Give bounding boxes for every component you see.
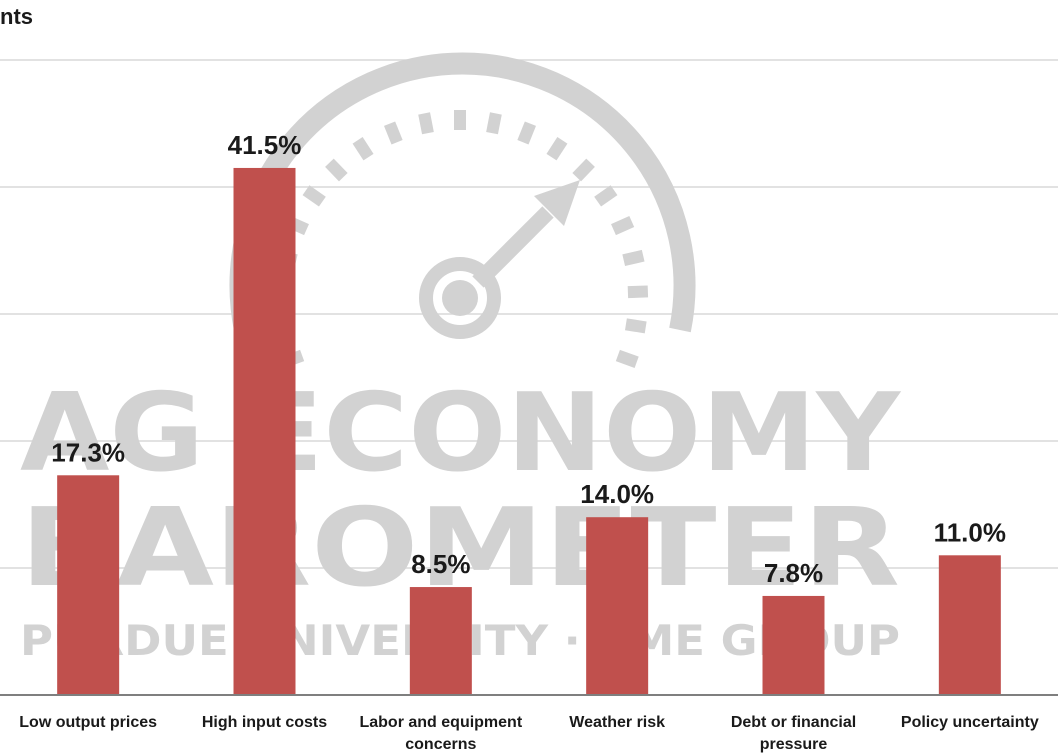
chart-title: nts: [0, 4, 33, 29]
bar: [233, 167, 296, 695]
watermark-tick: [594, 185, 618, 207]
watermark-tick: [624, 318, 647, 334]
watermark-tick: [486, 112, 502, 135]
value-label: 17.3%: [51, 437, 125, 467]
x-tick-label: Debt or financial: [731, 714, 856, 731]
value-label: 41.5%: [228, 130, 302, 160]
value-label: 14.0%: [580, 479, 654, 509]
x-tick-label: Policy uncertainty: [901, 714, 1039, 731]
watermark-tick: [627, 285, 649, 299]
gridlines: [0, 59, 1058, 569]
watermark-tick: [302, 185, 326, 207]
watermark-tick: [418, 112, 434, 135]
bar: [57, 475, 120, 695]
watermark-tick: [546, 137, 568, 161]
value-label: 8.5%: [411, 549, 470, 579]
watermark-gauge-ticks: [271, 110, 649, 368]
watermark-line1: AG ECONOMY: [20, 371, 902, 496]
watermark-tick: [622, 249, 645, 267]
x-tick-label: Low output prices: [19, 714, 157, 731]
x-tick-label: pressure: [760, 736, 828, 753]
watermark-gauge-hub: [419, 257, 501, 339]
x-tick-label: Labor and equipment: [359, 714, 522, 731]
watermark-tick: [517, 121, 536, 145]
watermark-tick: [615, 349, 639, 368]
bar: [409, 587, 472, 695]
watermark-tick: [352, 137, 374, 161]
watermark-tick: [384, 121, 403, 145]
bar: [762, 595, 825, 695]
x-tick-label: High input costs: [202, 714, 327, 731]
bar: [586, 517, 649, 695]
watermark-tick: [572, 158, 595, 182]
watermark-gauge-needle: [472, 206, 554, 288]
value-label: 7.8%: [764, 558, 823, 588]
x-tick-label: Weather risk: [569, 714, 665, 731]
bars: [57, 167, 1001, 695]
x-tick-labels: Low output prices High input costs Labor a…: [19, 714, 1039, 753]
watermark-tick: [611, 216, 635, 236]
value-label: 11.0%: [934, 517, 1006, 547]
value-labels: 17.3% 41.5% 8.5% 14.0% 7.8% 11.0%: [51, 130, 1006, 588]
watermark-tick: [325, 158, 348, 182]
bar: [938, 555, 1001, 695]
x-tick-label: concerns: [405, 736, 476, 753]
